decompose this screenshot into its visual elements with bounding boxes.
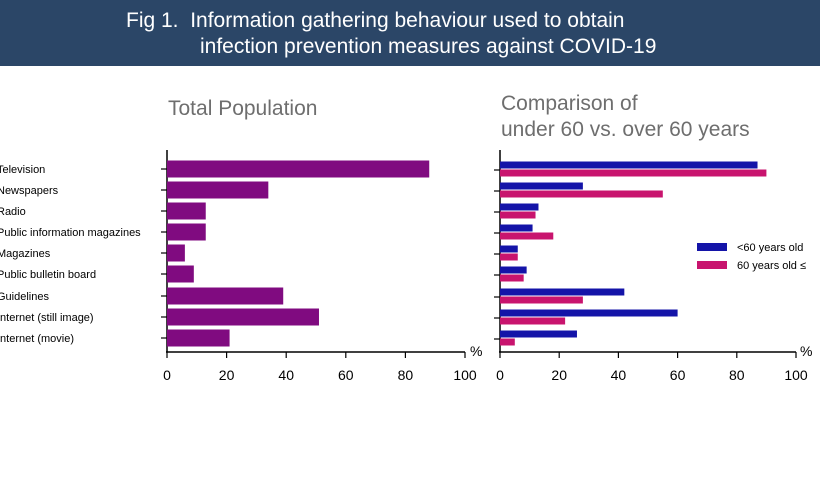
- left-x-tick-label: 100: [453, 367, 477, 383]
- legend-label: <60 years old: [737, 242, 803, 254]
- under60-bar: [500, 182, 583, 190]
- total-bar: [167, 223, 206, 241]
- under60-bar: [500, 203, 539, 211]
- total-bar: [167, 181, 269, 199]
- total-bar: [167, 265, 194, 283]
- figure-title-line-1: Fig 1. Information gathering behaviour u…: [126, 9, 625, 32]
- category-label: Magazines: [0, 248, 51, 260]
- over60-bar: [500, 317, 566, 325]
- over60-bar: [500, 296, 583, 304]
- over60-bar: [500, 232, 554, 240]
- legend-swatch: [697, 261, 727, 269]
- right-x-tick-label: 60: [670, 367, 686, 383]
- left-x-tick-label: 40: [278, 367, 294, 383]
- right-panel-title-line-1: Comparison of: [501, 92, 638, 115]
- category-label: Internet (still image): [0, 312, 94, 324]
- under60-bar: [500, 330, 577, 338]
- figure-title-line-2: infection prevention measures against CO…: [200, 35, 657, 58]
- over60-bar: [500, 274, 524, 282]
- over60-bar: [500, 169, 767, 177]
- left-x-tick-label: 60: [338, 367, 354, 383]
- left-x-tick-label: 80: [398, 367, 414, 383]
- right-x-tick-label: 100: [784, 367, 808, 383]
- category-label: Television: [0, 164, 45, 176]
- category-label: Guidelines: [0, 291, 49, 303]
- right-x-tick-label: 80: [729, 367, 745, 383]
- figure-header: Fig 1. Information gathering behaviour u…: [0, 0, 820, 66]
- total-bar: [167, 308, 319, 326]
- under60-bar: [500, 224, 533, 232]
- left-x-tick-label: 20: [219, 367, 235, 383]
- over60-bar: [500, 253, 518, 261]
- under60-bar: [500, 245, 518, 253]
- category-label: Public bulletin board: [0, 269, 96, 281]
- right-x-axis-unit: %: [800, 343, 812, 359]
- over60-bar: [500, 211, 536, 219]
- total-bar: [167, 160, 430, 178]
- legend-label: 60 years old ≤: [737, 260, 806, 272]
- left-x-tick-label: 0: [163, 367, 171, 383]
- left-x-axis-unit: %: [470, 343, 482, 359]
- right-panel-title-line-2: under 60 vs. over 60 years: [501, 118, 750, 141]
- over60-bar: [500, 190, 663, 198]
- left-panel-title: Total Population: [168, 97, 318, 120]
- total-bar: [167, 287, 284, 305]
- under60-bar: [500, 161, 758, 169]
- total-bar: [167, 202, 206, 220]
- category-label: Internet (movie): [0, 333, 74, 345]
- total-bar: [167, 244, 185, 262]
- total-bar: [167, 329, 230, 347]
- over60-bar: [500, 338, 515, 346]
- right-x-tick-label: 40: [611, 367, 627, 383]
- under60-bar: [500, 266, 527, 274]
- right-x-tick-label: 0: [496, 367, 504, 383]
- under60-bar: [500, 309, 678, 317]
- category-label: Newspapers: [0, 185, 59, 197]
- legend-swatch: [697, 243, 727, 251]
- category-label: Public information magazines: [0, 227, 141, 239]
- category-label: Radio: [0, 206, 26, 218]
- right-x-tick-label: 20: [551, 367, 567, 383]
- under60-bar: [500, 288, 625, 296]
